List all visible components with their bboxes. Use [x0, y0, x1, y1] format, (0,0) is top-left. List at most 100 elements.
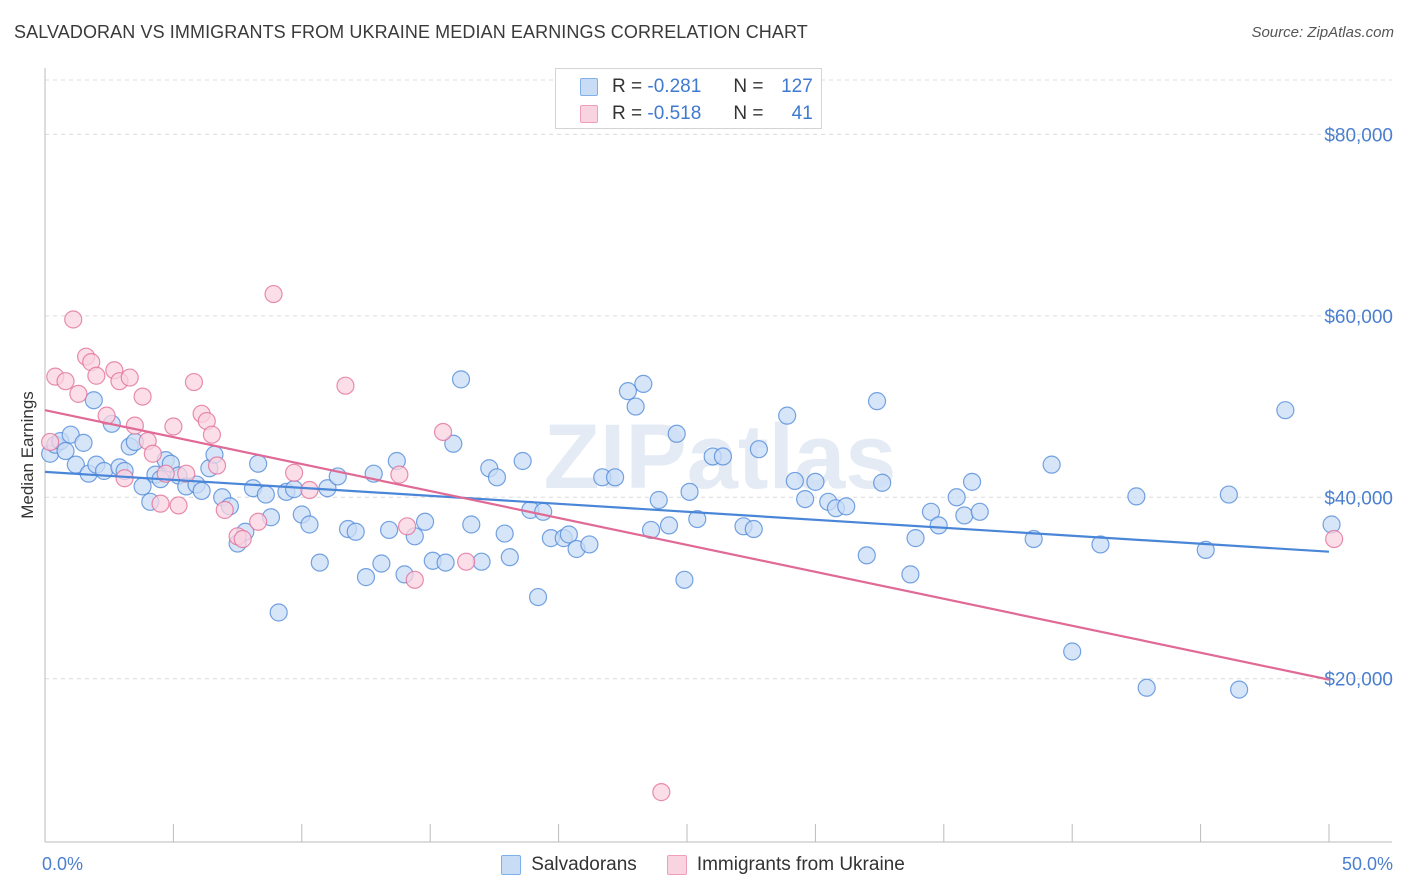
data-point [457, 552, 476, 571]
legend-swatch-ukraine [666, 855, 687, 875]
data-point [906, 529, 925, 548]
data-point [405, 570, 424, 589]
data-point [61, 425, 80, 444]
data-point [947, 488, 966, 507]
data-point [84, 391, 103, 410]
data-point [284, 463, 304, 482]
data-point [269, 603, 288, 622]
data-point [336, 376, 355, 395]
data-point [215, 500, 234, 520]
legend-swatch-salvadorans [501, 855, 522, 875]
data-point [713, 447, 733, 466]
data-point [87, 366, 106, 385]
data-point [415, 512, 435, 531]
data-point [264, 284, 283, 304]
data-point [143, 444, 162, 463]
legend-swatch-salvadorans [580, 78, 598, 96]
data-point [300, 515, 319, 534]
legend-n-value: 41 [791, 103, 813, 124]
data-point [785, 471, 804, 491]
series-ukraine [41, 284, 1344, 802]
series-legend: Salvadorans Immigrants from Ukraine [0, 852, 1406, 878]
y-tick-label: $80,000 [1324, 125, 1393, 146]
data-point [796, 490, 815, 509]
legend-r-value: -0.518 [647, 103, 702, 124]
y-tick-label: $40,000 [1324, 488, 1393, 509]
legend-swatch-ukraine [580, 105, 598, 123]
data-point [667, 424, 686, 443]
data-point [1325, 529, 1344, 549]
data-point [397, 517, 417, 536]
data-point [634, 374, 653, 393]
data-point [133, 387, 152, 406]
data-point [1196, 540, 1215, 560]
legend-n-value: 127 [781, 76, 813, 97]
data-point [184, 372, 204, 392]
y-tick-label: $60,000 [1324, 307, 1393, 328]
data-point [372, 554, 391, 573]
legend-r-label: R = [612, 76, 643, 97]
data-point [618, 382, 638, 401]
data-point [472, 552, 491, 571]
data-point [921, 502, 941, 521]
data-point [500, 548, 519, 567]
data-point [156, 464, 175, 483]
data-point [233, 529, 252, 549]
legend-row-ukraine: R = -0.518 N = 41 [580, 101, 813, 127]
data-point [164, 417, 183, 436]
data-point [202, 425, 222, 444]
data-point [462, 515, 481, 534]
x-tick-labels: 0.0% 50.0% [42, 854, 1393, 874]
legend-r-value: -0.281 [647, 76, 702, 97]
data-point [284, 480, 304, 499]
gridlines [45, 79, 1392, 680]
data-point [513, 451, 532, 471]
data-point [778, 406, 797, 425]
data-point [151, 494, 170, 513]
data-point [652, 783, 671, 802]
data-point [433, 422, 453, 442]
legend-n-label: N = [733, 103, 764, 124]
data-point [346, 522, 365, 541]
data-point [56, 441, 75, 461]
legend-item-salvadorans: Salvadorans [501, 854, 637, 876]
data-point [528, 587, 548, 607]
x-tick-label: 0.0% [42, 854, 83, 874]
data-point [380, 520, 399, 540]
data-point [1127, 487, 1146, 506]
data-point [249, 454, 268, 473]
data-point [125, 416, 144, 435]
y-axis-label: Median Earnings [18, 391, 37, 519]
data-point [41, 432, 60, 452]
data-point [310, 553, 329, 572]
data-point [688, 509, 707, 529]
data-point [74, 433, 93, 452]
correlation-legend: R = -0.281 N = 127 R = -0.518 N = 41 [555, 68, 822, 129]
data-point [605, 468, 625, 487]
data-point [955, 506, 974, 525]
data-point [256, 485, 275, 504]
data-point [1276, 401, 1295, 420]
data-point [192, 481, 211, 501]
data-point [169, 496, 188, 515]
data-point [356, 568, 376, 587]
data-point [1219, 485, 1238, 504]
data-point [867, 392, 887, 411]
data-point [901, 565, 920, 584]
legend-n-label: N = [733, 76, 764, 97]
data-point [580, 535, 599, 554]
data-point [929, 516, 948, 535]
data-point [390, 465, 409, 484]
data-point [207, 456, 227, 475]
trend-lines [44, 409, 1330, 681]
data-point [749, 440, 769, 459]
data-point [249, 512, 268, 531]
data-point [120, 368, 139, 387]
y-tick-label: $20,000 [1324, 670, 1393, 691]
data-point [970, 502, 989, 521]
data-points [41, 284, 1344, 802]
data-point [806, 472, 825, 491]
data-point [873, 473, 892, 492]
data-point [534, 502, 553, 521]
